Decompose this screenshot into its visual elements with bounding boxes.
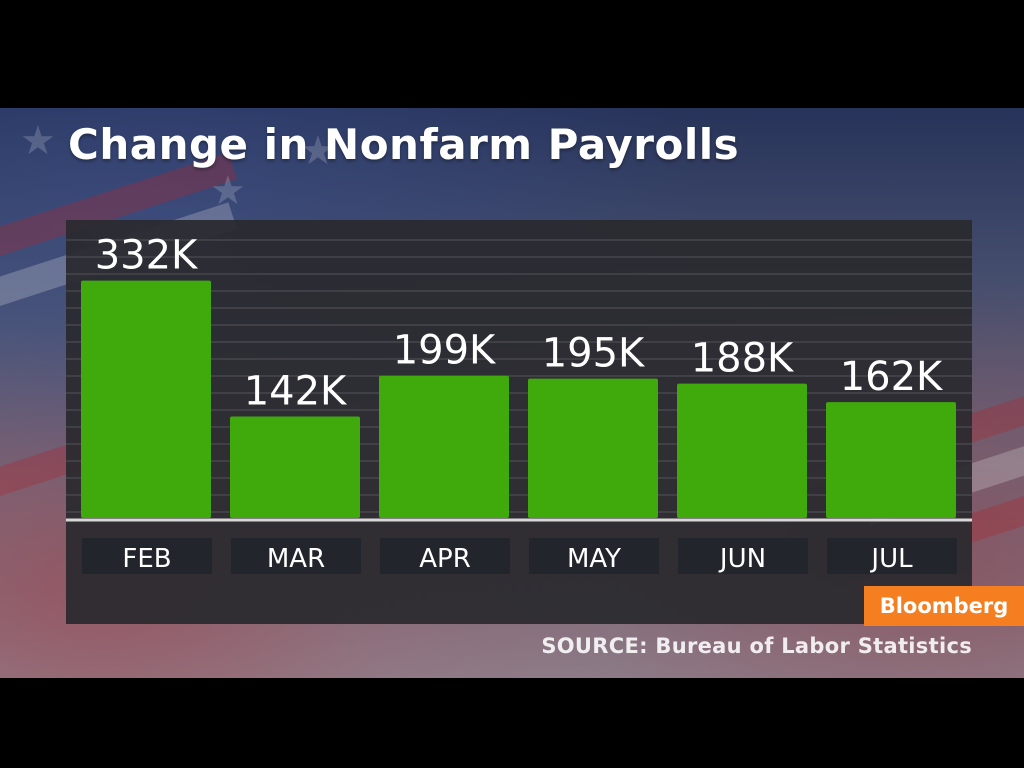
bar-jun: [677, 383, 807, 518]
data-label: 188K: [691, 336, 795, 382]
category-label: JUN: [718, 544, 766, 574]
bar-mar: [230, 416, 360, 518]
star-icon: ★: [210, 168, 246, 214]
category-box: [827, 538, 957, 574]
bar-may: [528, 378, 658, 518]
category-box: [380, 538, 510, 574]
category-box: [82, 538, 212, 574]
bar-chart: 332K FEB 142K MAR 199K APR 195K MAY 188K JUN 162K J…: [66, 233, 972, 574]
star-icon: ★: [20, 118, 56, 164]
source-note: SOURCE: Bureau of Labor Statistics: [541, 634, 972, 658]
chart-panel: 332K FEB 142K MAR 199K APR 195K MAY 188K JUN 162K J…: [66, 220, 972, 624]
bloomberg-logo: Bloomberg: [864, 586, 1024, 626]
category-box: [231, 538, 361, 574]
category-box: [678, 538, 808, 574]
chart-title: Change in Nonfarm Payrolls: [68, 120, 740, 169]
bar-apr: [379, 375, 509, 518]
bar-jul: [826, 402, 956, 518]
data-label: 195K: [542, 331, 646, 377]
category-box: [529, 538, 659, 574]
category-label: FEB: [122, 544, 171, 574]
category-label: JUL: [869, 544, 913, 574]
bar-feb: [81, 280, 211, 518]
data-label: 199K: [393, 328, 497, 374]
data-label: 332K: [95, 233, 199, 279]
category-label: APR: [419, 544, 471, 574]
category-label: MAY: [567, 544, 621, 574]
category-label: MAR: [267, 544, 325, 574]
star-icon: ★: [300, 128, 336, 174]
data-label: 142K: [244, 368, 348, 414]
video-frame: ★ ★ ★ Change in Nonfarm Payrolls 332K FEB…: [0, 108, 1024, 678]
data-label: 162K: [840, 354, 944, 400]
